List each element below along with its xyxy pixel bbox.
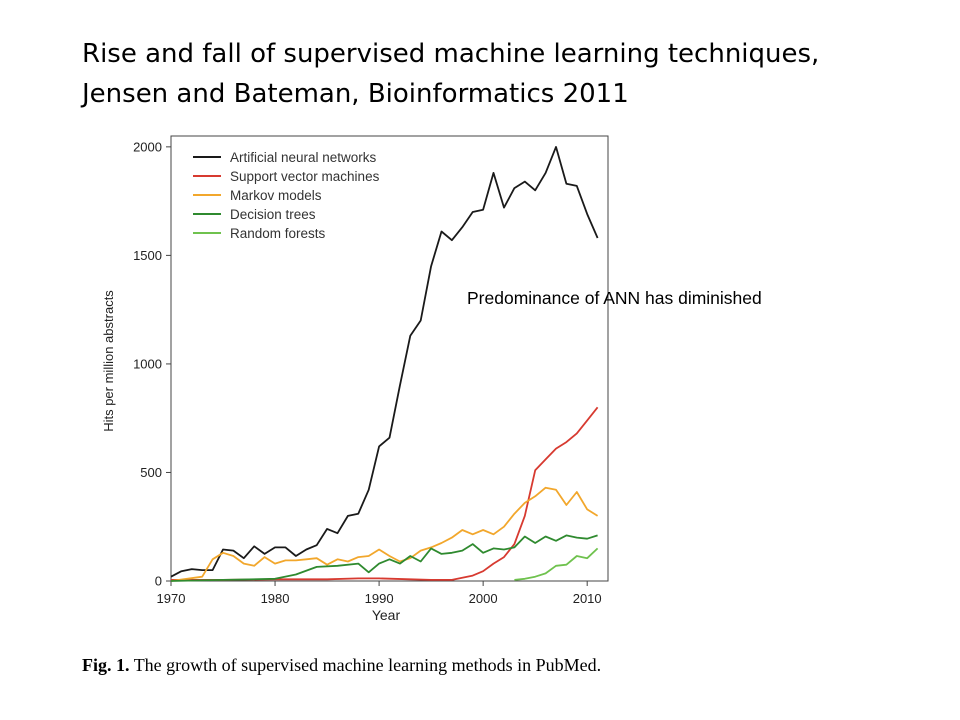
chart-annotation: Predominance of ANN has diminished	[467, 288, 762, 308]
x-axis-label: Year	[372, 607, 401, 623]
legend-label: Support vector machines	[230, 169, 380, 184]
chart-series	[170, 146, 599, 582]
legend-label: Artificial neural networks	[230, 150, 377, 165]
x-tick-label: 2000	[469, 591, 498, 606]
y-axis-label: Hits per million abstracts	[101, 290, 116, 432]
y-tick-label: 1500	[133, 248, 162, 263]
series-line-decision-trees	[170, 534, 598, 582]
x-tick-label: 2010	[573, 591, 602, 606]
series-line-artificial-neural-networks	[170, 146, 599, 578]
slide-title-line-2: Jensen and Bateman, Bioinformatics 2011	[82, 79, 629, 109]
y-tick-label: 1000	[133, 356, 162, 371]
figure-caption: Fig. 1. The growth of supervised machine…	[82, 655, 601, 676]
chart-legend: Artificial neural networks Support vector…	[193, 150, 380, 241]
figure-caption-label: Fig. 1.	[82, 655, 130, 675]
legend-label: Decision trees	[230, 207, 316, 222]
slide-title-line-1: Rise and fall of supervised machine lear…	[82, 39, 820, 69]
x-tick-label: 1970	[157, 591, 186, 606]
legend-label: Random forests	[230, 226, 326, 241]
y-tick-label: 2000	[133, 139, 162, 154]
x-tick-label: 1990	[365, 591, 394, 606]
plot-frame	[170, 135, 609, 582]
slide-title: Rise and fall of supervised machine lear…	[82, 34, 819, 114]
series-line-random-forests	[514, 547, 599, 581]
y-tick-label: 0	[155, 574, 162, 589]
chart-axes: Hits per million abstracts Year 0 500 1000…	[101, 135, 609, 623]
x-tick-label: 1980	[261, 591, 290, 606]
series-line-markov-models	[170, 486, 599, 582]
series-line-support-vector-machines	[171, 406, 599, 581]
legend-label: Markov models	[230, 188, 322, 203]
figure-caption-text: The growth of supervised machine learnin…	[133, 655, 602, 675]
y-tick-label: 500	[140, 465, 162, 480]
